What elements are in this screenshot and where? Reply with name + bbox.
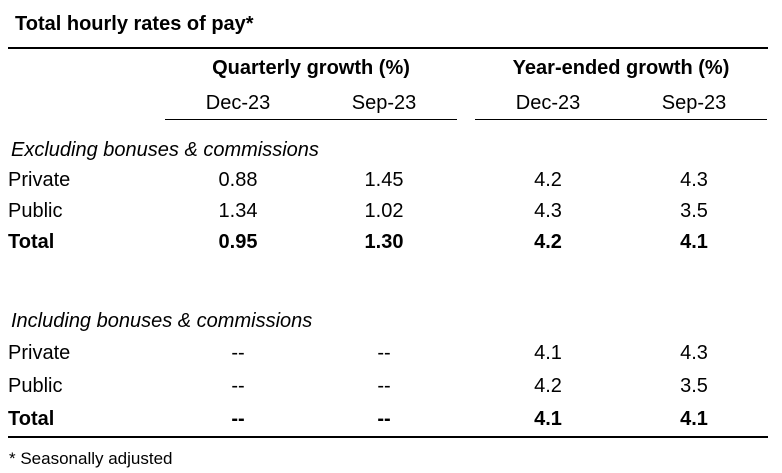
table-cell: 4.2 bbox=[534, 169, 562, 191]
table-cell: 3.5 bbox=[680, 200, 708, 222]
table-cell: 3.5 bbox=[680, 375, 708, 397]
table-cell: 4.1 bbox=[680, 231, 708, 253]
table-cell: 4.3 bbox=[680, 342, 708, 364]
row-label-public: Public bbox=[8, 200, 63, 222]
table-cell: 4.1 bbox=[680, 408, 708, 430]
table-cell: 0.95 bbox=[218, 231, 258, 253]
gap-cell bbox=[457, 196, 475, 227]
table-cell: 0.88 bbox=[218, 169, 258, 191]
pay-rates-table: Quarterly growth (%) Year-ended growth (… bbox=[8, 49, 768, 436]
section-label: Including bonuses & commissions bbox=[11, 309, 313, 332]
section-label: Excluding bonuses & commissions bbox=[11, 139, 319, 161]
table-row-including-public: Public -- -- 4.2 3.5 bbox=[8, 370, 767, 403]
col-header-quarterly-sep23: Sep-23 bbox=[311, 87, 458, 120]
gap-cell bbox=[457, 370, 475, 403]
table-cell: 4.3 bbox=[680, 169, 708, 191]
table-cell: 4.1 bbox=[534, 342, 562, 364]
table-cell: -- bbox=[377, 342, 391, 364]
gap-cell bbox=[457, 227, 475, 258]
column-group-header-row: Quarterly growth (%) Year-ended growth (… bbox=[8, 49, 767, 87]
table-row-including-total: Total -- -- 4.1 4.1 bbox=[8, 403, 767, 436]
table-row-including-private: Private -- -- 4.1 4.3 bbox=[8, 337, 767, 370]
table-cell: 1.02 bbox=[364, 200, 404, 222]
bottom-rule bbox=[8, 436, 768, 438]
spacer-cell bbox=[8, 49, 165, 87]
spacer-cell bbox=[8, 258, 767, 305]
section-header-including: Including bonuses & commissions bbox=[8, 305, 767, 337]
spacer-cell bbox=[8, 87, 165, 120]
table-row-excluding-total: Total 0.95 1.30 4.2 4.1 bbox=[8, 227, 767, 258]
table-cell: 4.1 bbox=[534, 408, 562, 430]
table-cell: 4.3 bbox=[534, 200, 562, 222]
col-header-yearended-dec23: Dec-23 bbox=[475, 87, 622, 120]
gap-cell bbox=[457, 87, 475, 120]
column-group-quarterly-growth: Quarterly growth (%) bbox=[212, 56, 410, 79]
column-group-year-ended-growth: Year-ended growth (%) bbox=[512, 56, 730, 79]
gap-cell bbox=[457, 403, 475, 436]
row-label-public: Public bbox=[8, 375, 63, 397]
row-label-private: Private bbox=[8, 342, 71, 364]
section-header-excluding: Excluding bonuses & commissions bbox=[8, 120, 767, 166]
table-cell: -- bbox=[231, 375, 245, 397]
table-cell: 1.45 bbox=[364, 169, 404, 191]
gap-cell bbox=[457, 49, 475, 87]
table-row-excluding-public: Public 1.34 1.02 4.3 3.5 bbox=[8, 196, 767, 227]
table-cell: -- bbox=[377, 408, 391, 430]
table-title: Total hourly rates of pay* bbox=[15, 13, 254, 35]
gap-cell bbox=[457, 165, 475, 196]
table-cell: 1.34 bbox=[218, 200, 258, 222]
table-cell: 4.2 bbox=[534, 375, 562, 397]
column-subheader-row: Dec-23 Sep-23 Dec-23 Sep-23 bbox=[8, 87, 768, 120]
row-label-total: Total bbox=[8, 408, 55, 430]
table-cell: 1.30 bbox=[364, 231, 404, 253]
table-row-excluding-private: Private 0.88 1.45 4.2 4.3 bbox=[8, 165, 767, 196]
table-cell: 4.2 bbox=[534, 231, 562, 253]
table-cell: -- bbox=[377, 375, 391, 397]
top-rule bbox=[8, 47, 768, 49]
row-label-private: Private bbox=[8, 169, 71, 191]
section-spacer-row bbox=[8, 258, 767, 305]
row-label-total: Total bbox=[8, 231, 55, 253]
table-cell: -- bbox=[231, 342, 245, 364]
gap-cell bbox=[457, 337, 475, 370]
footnote-seasonally-adjusted: * Seasonally adjusted bbox=[9, 449, 173, 468]
table-cell: -- bbox=[231, 408, 245, 430]
col-header-yearended-sep23: Sep-23 bbox=[621, 87, 768, 120]
col-header-quarterly-dec23: Dec-23 bbox=[165, 87, 311, 120]
